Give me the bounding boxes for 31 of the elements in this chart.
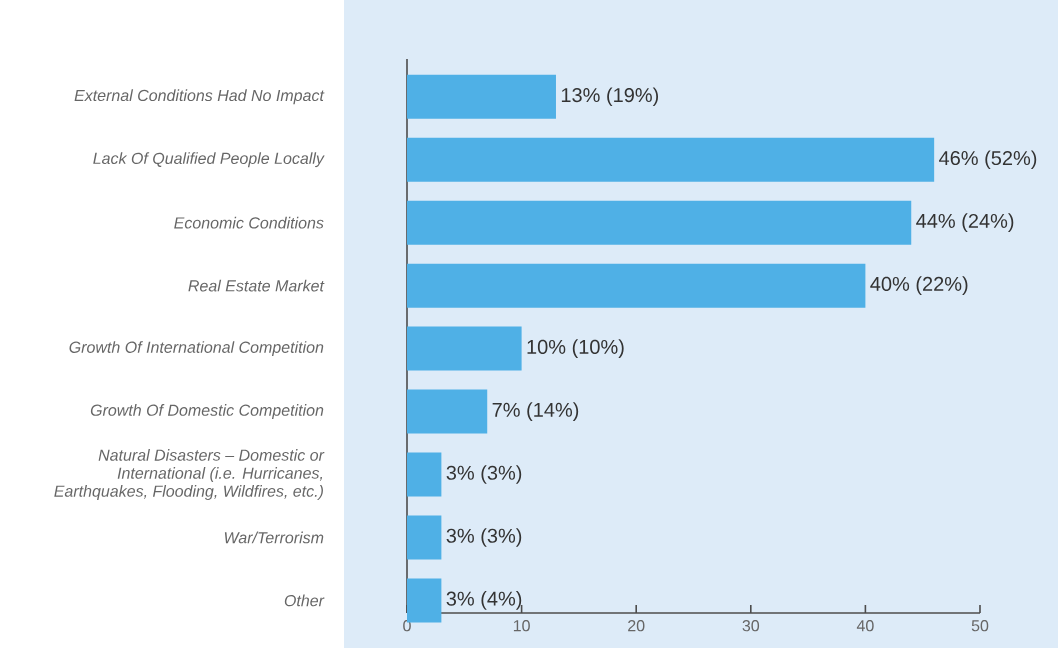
y-tick-label: Economic Conditions — [174, 216, 324, 229]
y-tick-label: War/Terrorism — [224, 531, 324, 544]
data-label: 46% (52%) — [939, 150, 1037, 170]
data-label: 10% (10%) — [527, 339, 624, 358]
x-tick-label: 10 — [513, 620, 530, 632]
y-tick-label: Natural Disasters – Domestic or International (i.e. Hurricanes, Earthquakes, Flooding, Wildfires, etc.) — [54, 449, 325, 500]
data-label: 7% (14%) — [492, 402, 579, 421]
data-label: 3% (3%) — [446, 528, 522, 547]
x-tick-label: 20 — [628, 620, 645, 632]
bar — [407, 515, 442, 560]
y-tick-label: Other — [284, 594, 325, 607]
bar — [407, 137, 935, 182]
bar — [407, 200, 912, 245]
data-label: 40% (22%) — [870, 276, 968, 295]
data-label: 13% (19%) — [561, 87, 659, 107]
x-tick-label: 50 — [971, 620, 989, 632]
bar — [407, 74, 556, 119]
bar — [407, 452, 442, 497]
y-tick-label: External Conditions Had No Impact — [74, 89, 325, 105]
x-tick-label: 40 — [856, 620, 874, 632]
data-label: 3% (4%) — [446, 591, 522, 610]
y-tick-label: Lack Of Qualified People Locally — [93, 152, 325, 168]
y-tick-label: Growth Of Domestic Competition — [90, 404, 324, 419]
data-label: 44% (24%) — [916, 213, 1014, 233]
bar — [407, 263, 866, 308]
bar — [407, 326, 522, 371]
y-tick-label: Real Estate Market — [188, 279, 325, 292]
bar — [407, 389, 488, 434]
y-tick-label: Growth Of International Competition — [69, 341, 324, 357]
x-tick-label: 30 — [742, 620, 760, 632]
data-label: 3% (3%) — [446, 465, 522, 484]
